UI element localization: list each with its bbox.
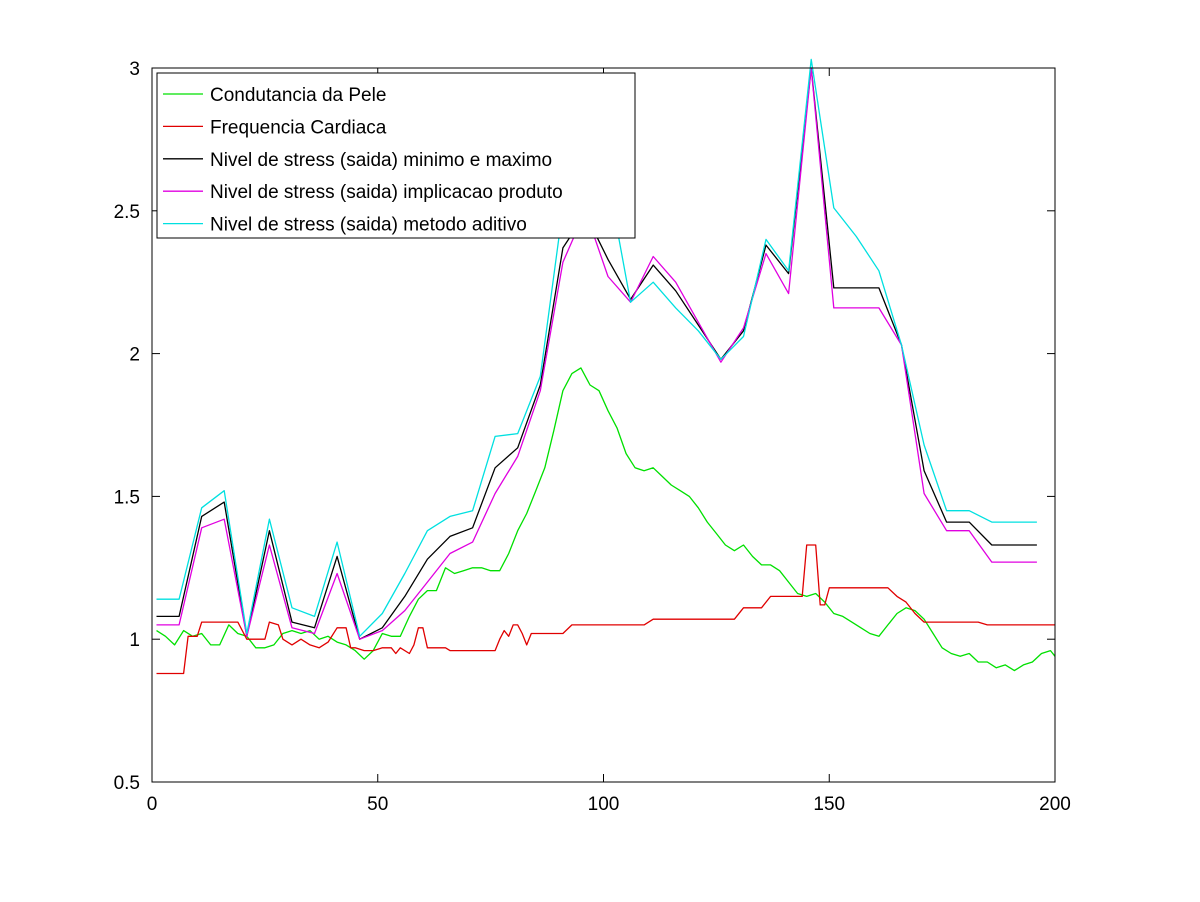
y-tick-label: 1.5 bbox=[114, 487, 140, 508]
x-tick-label: 150 bbox=[813, 794, 845, 815]
legend-label-3: Nivel de stress (saida) minimo e maximo bbox=[210, 150, 552, 171]
y-tick-label: 2 bbox=[129, 345, 140, 366]
legend: Condutancia da Pele Frequencia Cardiaca Ni… bbox=[156, 72, 636, 239]
legend-box bbox=[156, 72, 636, 239]
legend-label-2: Frequencia Cardiaca bbox=[210, 117, 387, 138]
y-tick-label: 2.5 bbox=[114, 202, 140, 223]
y-tick-label: 1 bbox=[129, 630, 140, 651]
legend-label-4: Nivel de stress (saida) implicacao produ… bbox=[210, 182, 563, 203]
series-line-4 bbox=[156, 67, 1037, 640]
x-tick-label: 200 bbox=[1039, 794, 1071, 815]
y-tick-label: 3 bbox=[129, 59, 140, 80]
y-tick-label: 0.5 bbox=[114, 773, 140, 794]
x-tick-label: 100 bbox=[588, 794, 620, 815]
legend-label-1: Condutancia da Pele bbox=[210, 85, 386, 106]
x-tick-label: 0 bbox=[147, 794, 158, 815]
x-tick-label: 50 bbox=[367, 794, 388, 815]
legend-label-5: Nivel de stress (saida) metodo aditivo bbox=[210, 215, 527, 236]
axis-layer: 0 50 100 150 200 0.5 1 1.5 2 2.5 3 bbox=[114, 59, 1071, 815]
series-line-2 bbox=[156, 544, 1055, 675]
